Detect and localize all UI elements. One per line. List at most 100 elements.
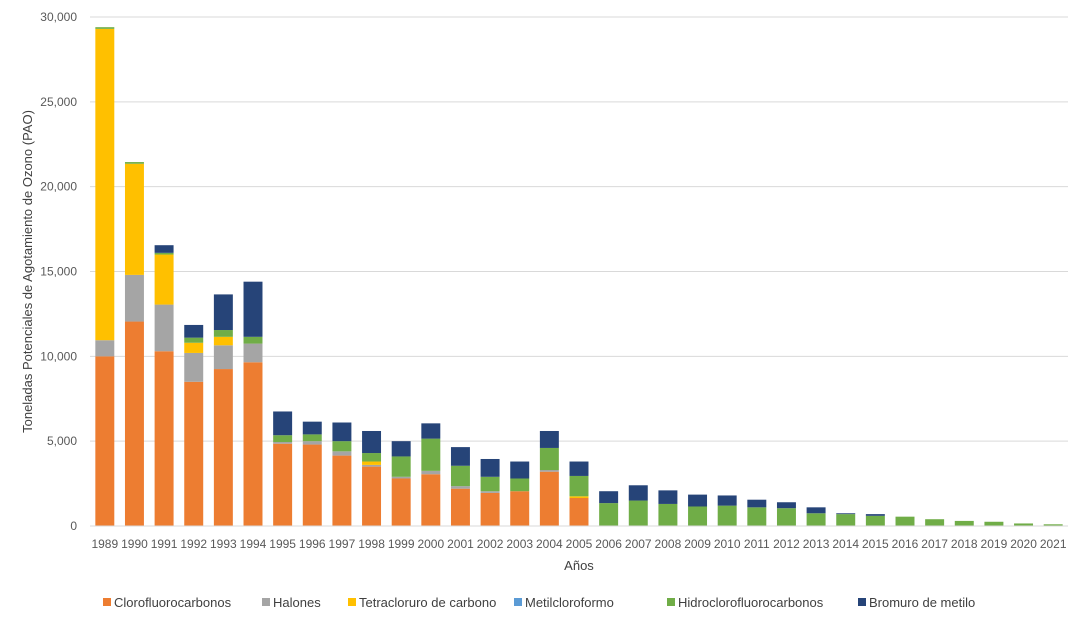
bar-segment bbox=[362, 461, 382, 465]
bar-segment bbox=[480, 491, 500, 493]
y-axis-title: Toneladas Potenciales de Agotamiento de … bbox=[20, 110, 35, 433]
bar-segment bbox=[717, 505, 737, 526]
bar-segment bbox=[569, 496, 589, 499]
x-tick-label: 1989 bbox=[91, 537, 118, 551]
x-tick-label: 2009 bbox=[684, 537, 711, 551]
bar-stack-1990 bbox=[124, 162, 144, 526]
bar-segment bbox=[95, 340, 115, 357]
bar-segment bbox=[865, 514, 885, 516]
bar-segment bbox=[124, 163, 144, 275]
bar-segment bbox=[984, 521, 1004, 526]
bar-segment bbox=[865, 515, 885, 526]
x-tick-label: 2019 bbox=[981, 537, 1008, 551]
x-tick-label: 1996 bbox=[299, 537, 326, 551]
bar-stack-1995 bbox=[273, 411, 293, 526]
bar-segment bbox=[243, 343, 263, 363]
bar-segment bbox=[450, 486, 470, 489]
bar-stack-2006 bbox=[599, 491, 619, 526]
bar-segment bbox=[688, 494, 708, 507]
bar-segment bbox=[569, 498, 589, 526]
bar-segment bbox=[480, 492, 500, 526]
x-tick-label: 2012 bbox=[773, 537, 800, 551]
bar-segment bbox=[569, 475, 589, 497]
bar-stack-1994 bbox=[243, 281, 263, 526]
bar-segment bbox=[213, 294, 233, 331]
y-tick-label: 30,000 bbox=[40, 10, 77, 24]
bar-stack-1989 bbox=[95, 27, 115, 526]
y-tick-label: 5,000 bbox=[47, 434, 77, 448]
bar-segment bbox=[717, 495, 737, 506]
legend-swatch bbox=[262, 598, 270, 606]
bar-segment bbox=[184, 337, 204, 343]
legend-item: Hidroclorofluorocarbonos bbox=[667, 595, 824, 610]
bar-segment bbox=[302, 441, 322, 445]
bar-segment bbox=[806, 507, 826, 514]
x-axis-title: Años bbox=[564, 558, 594, 573]
bar-segment bbox=[332, 451, 352, 456]
bar-stack-1991 bbox=[154, 245, 174, 526]
x-tick-label: 1991 bbox=[151, 537, 178, 551]
bar-stack-2020 bbox=[1014, 523, 1034, 526]
legend-swatch bbox=[858, 598, 866, 606]
x-tick-label: 1997 bbox=[329, 537, 356, 551]
bar-segment bbox=[273, 435, 293, 443]
bar-segment bbox=[302, 444, 322, 526]
x-tick-label: 1992 bbox=[180, 537, 207, 551]
bar-segment bbox=[776, 502, 796, 509]
bar-stack-2014 bbox=[836, 513, 856, 526]
bar-segment bbox=[747, 499, 767, 508]
x-tick-label: 1993 bbox=[210, 537, 237, 551]
x-tick-label: 2017 bbox=[921, 537, 948, 551]
x-tick-label: 2004 bbox=[536, 537, 563, 551]
bar-segment bbox=[569, 461, 589, 476]
bar-segment bbox=[362, 453, 382, 462]
bar-segment bbox=[184, 342, 204, 353]
bar-segment bbox=[273, 443, 293, 526]
y-tick-label: 10,000 bbox=[40, 349, 77, 363]
bar-segment bbox=[747, 507, 767, 526]
bar-segment bbox=[1014, 523, 1034, 526]
legend-label: Hidroclorofluorocarbonos bbox=[678, 595, 824, 610]
x-tick-label: 2007 bbox=[625, 537, 652, 551]
bar-segment bbox=[510, 478, 530, 492]
x-tick-label: 2021 bbox=[1040, 537, 1067, 551]
bar-stack-1998 bbox=[362, 430, 382, 526]
bar-segment bbox=[154, 254, 174, 305]
bar-stack-2009 bbox=[688, 494, 708, 526]
bar-segment bbox=[628, 500, 648, 526]
x-tick-label: 2013 bbox=[803, 537, 830, 551]
x-tick-label: 2006 bbox=[595, 537, 622, 551]
legend-label: Metilcloroformo bbox=[525, 595, 614, 610]
bar-segment bbox=[480, 458, 500, 477]
y-tick-label: 15,000 bbox=[40, 265, 77, 279]
bar-stack-2002 bbox=[480, 458, 500, 526]
bar-segment bbox=[213, 330, 233, 337]
legend-label: Bromuro de metilo bbox=[869, 595, 975, 610]
x-tick-label: 2014 bbox=[832, 537, 859, 551]
bar-segment bbox=[243, 281, 263, 337]
bar-stack-2004 bbox=[539, 430, 559, 526]
bar-segment bbox=[213, 345, 233, 370]
legend-swatch bbox=[667, 598, 675, 606]
bar-segment bbox=[273, 442, 293, 444]
legend-label: Halones bbox=[273, 595, 321, 610]
bar-segment bbox=[895, 516, 915, 526]
bar-segment bbox=[213, 336, 233, 346]
bar-segment bbox=[273, 411, 293, 436]
bar-segment bbox=[332, 441, 352, 452]
bar-segment bbox=[124, 321, 144, 526]
bar-segment bbox=[658, 503, 678, 526]
x-tick-label: 2003 bbox=[506, 537, 533, 551]
bar-stack-2001 bbox=[450, 447, 470, 526]
bar-segment bbox=[688, 506, 708, 526]
bar-stack-1992 bbox=[184, 324, 204, 526]
bar-stack-1996 bbox=[302, 421, 322, 526]
legend-swatch bbox=[514, 598, 522, 606]
bar-segment bbox=[391, 476, 411, 479]
x-tick-label: 1994 bbox=[240, 537, 267, 551]
bar-segment bbox=[539, 470, 559, 472]
bar-segment bbox=[391, 478, 411, 526]
bar-segment bbox=[421, 470, 441, 475]
bar-segment bbox=[510, 491, 530, 526]
